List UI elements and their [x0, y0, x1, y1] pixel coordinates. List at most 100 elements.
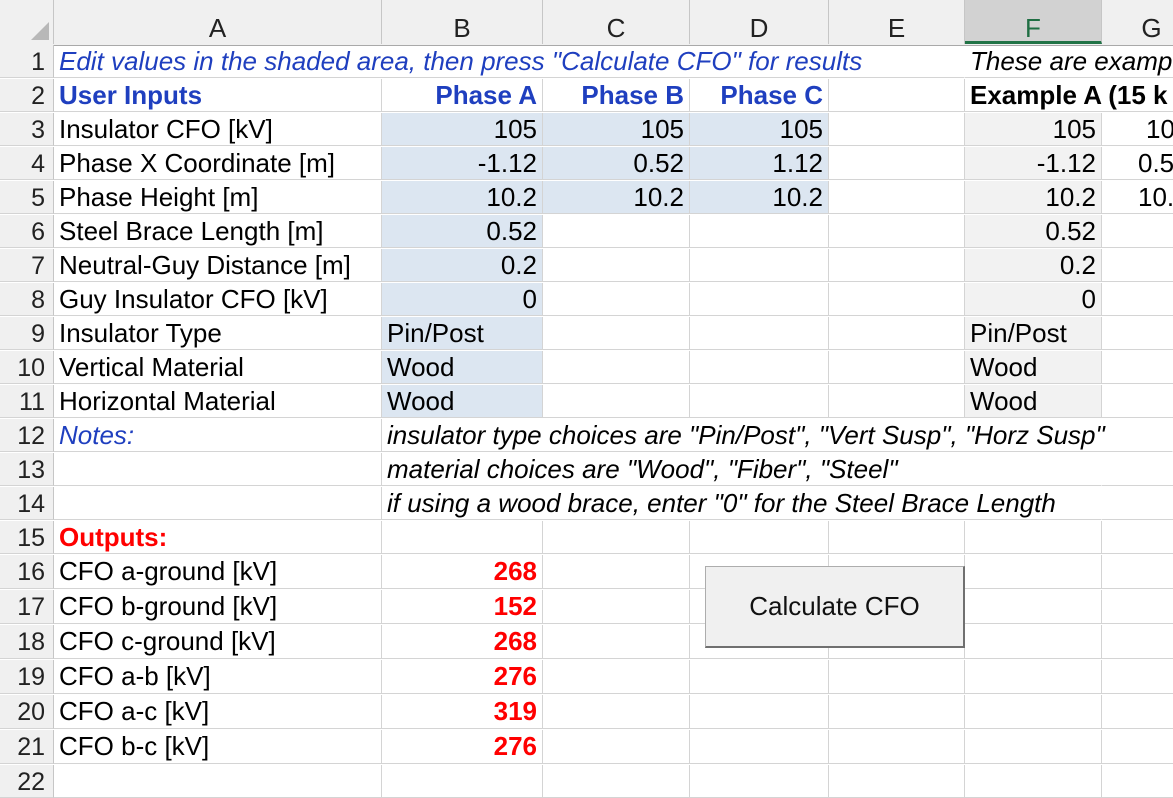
cell-e3[interactable] [829, 113, 965, 146]
row-header[interactable]: 10 [0, 351, 54, 384]
cell-c18[interactable] [543, 625, 690, 659]
row-header[interactable]: 18 [0, 625, 54, 659]
cell-g6[interactable] [1102, 215, 1173, 248]
cell-a13[interactable] [54, 453, 382, 486]
cell-d9[interactable] [690, 317, 829, 350]
cell-a7[interactable]: Neutral-Guy Distance [m] [54, 249, 382, 282]
row-header[interactable]: 12 [0, 419, 54, 452]
cell-g20[interactable] [1102, 695, 1173, 729]
cell-c20[interactable] [543, 695, 690, 729]
cell-d21[interactable] [690, 730, 829, 764]
cell-e7[interactable] [829, 249, 965, 282]
cell-a4[interactable]: Phase X Coordinate [m] [54, 147, 382, 180]
column-header-d[interactable]: D [690, 0, 829, 44]
cell-g21[interactable] [1102, 730, 1173, 764]
row-header[interactable]: 15 [0, 521, 54, 554]
cell-f6[interactable]: 0.52 [965, 215, 1102, 248]
cell-b21[interactable]: 276 [382, 730, 543, 764]
cell-f3[interactable]: 105 [965, 113, 1102, 146]
column-header-g[interactable]: G [1102, 0, 1173, 44]
cell-a5[interactable]: Phase Height [m] [54, 181, 382, 214]
cell-a18[interactable]: CFO c-ground [kV] [54, 625, 382, 659]
row-header[interactable]: 11 [0, 385, 54, 418]
cell-a9[interactable]: Insulator Type [54, 317, 382, 350]
cell-a1[interactable]: Edit values in the shaded area, then pre… [54, 45, 965, 78]
row-header[interactable]: 6 [0, 215, 54, 248]
row-header[interactable]: 14 [0, 487, 54, 520]
cell-b5[interactable]: 10.2 [382, 181, 543, 214]
cell-f4[interactable]: -1.12 [965, 147, 1102, 180]
row-header[interactable]: 13 [0, 453, 54, 486]
cell-c21[interactable] [543, 730, 690, 764]
column-header-a[interactable]: A [54, 0, 382, 44]
cell-g17[interactable] [1102, 590, 1173, 624]
cell-b9[interactable]: Pin/Post [382, 317, 543, 350]
cell-c5[interactable]: 10.2 [543, 181, 690, 214]
row-header[interactable]: 7 [0, 249, 54, 282]
cell-c8[interactable] [543, 283, 690, 316]
cell-e22[interactable] [829, 765, 965, 798]
cell-f8[interactable]: 0 [965, 283, 1102, 316]
cell-d5[interactable]: 10.2 [690, 181, 829, 214]
cell-d20[interactable] [690, 695, 829, 729]
cell-a8[interactable]: Guy Insulator CFO [kV] [54, 283, 382, 316]
cell-d3[interactable]: 105 [690, 113, 829, 146]
cell-g5[interactable]: 10. [1102, 181, 1173, 214]
cell-f20[interactable] [965, 695, 1102, 729]
cell-a16[interactable]: CFO a-ground [kV] [54, 555, 382, 589]
cell-f15[interactable] [965, 521, 1102, 554]
cell-d8[interactable] [690, 283, 829, 316]
cell-c4[interactable]: 0.52 [543, 147, 690, 180]
cell-e11[interactable] [829, 385, 965, 418]
cell-c11[interactable] [543, 385, 690, 418]
cell-g11[interactable] [1102, 385, 1173, 418]
cell-a15[interactable]: Outputs: [54, 521, 382, 554]
cell-c6[interactable] [543, 215, 690, 248]
cell-a14[interactable] [54, 487, 382, 520]
column-header-f[interactable]: F [965, 0, 1102, 44]
cell-b15[interactable] [382, 521, 543, 554]
cell-e5[interactable] [829, 181, 965, 214]
cell-c22[interactable] [543, 765, 690, 798]
calculate-cfo-button[interactable]: Calculate CFO [705, 566, 965, 648]
cell-b22[interactable] [382, 765, 543, 798]
cell-f10[interactable]: Wood [965, 351, 1102, 384]
cell-c17[interactable] [543, 590, 690, 624]
cell-e2[interactable] [829, 79, 965, 112]
column-header-e[interactable]: E [829, 0, 965, 44]
cell-d6[interactable] [690, 215, 829, 248]
cell-a20[interactable]: CFO a-c [kV] [54, 695, 382, 729]
cell-e21[interactable] [829, 730, 965, 764]
cell-b12[interactable]: insulator type choices are "Pin/Post", "… [382, 419, 1173, 452]
cell-f5[interactable]: 10.2 [965, 181, 1102, 214]
cell-a22[interactable] [54, 765, 382, 798]
row-header[interactable]: 2 [0, 79, 54, 112]
cell-b14[interactable]: if using a wood brace, enter "0" for the… [382, 487, 1102, 520]
row-header[interactable]: 8 [0, 283, 54, 316]
cell-g8[interactable] [1102, 283, 1173, 316]
cell-g7[interactable] [1102, 249, 1173, 282]
cell-f11[interactable]: Wood [965, 385, 1102, 418]
cell-c2[interactable]: Phase B [543, 79, 690, 112]
cell-e19[interactable] [829, 660, 965, 694]
cell-e4[interactable] [829, 147, 965, 180]
cell-b3[interactable]: 105 [382, 113, 543, 146]
cell-c10[interactable] [543, 351, 690, 384]
select-all-corner[interactable] [0, 0, 54, 44]
row-header[interactable]: 5 [0, 181, 54, 214]
cell-g10[interactable] [1102, 351, 1173, 384]
column-header-c[interactable]: C [543, 0, 690, 44]
cell-d2[interactable]: Phase C [690, 79, 829, 112]
cell-a21[interactable]: CFO b-c [kV] [54, 730, 382, 764]
cell-f9[interactable]: Pin/Post [965, 317, 1102, 350]
cell-b13[interactable]: material choices are "Wood", "Fiber", "S… [382, 453, 1102, 486]
cell-d10[interactable] [690, 351, 829, 384]
cell-b16[interactable]: 268 [382, 555, 543, 589]
row-header[interactable]: 22 [0, 765, 54, 798]
cell-e9[interactable] [829, 317, 965, 350]
column-header-b[interactable]: B [382, 0, 543, 44]
row-header[interactable]: 20 [0, 695, 54, 729]
cell-d7[interactable] [690, 249, 829, 282]
cell-f21[interactable] [965, 730, 1102, 764]
row-header[interactable]: 3 [0, 113, 54, 146]
